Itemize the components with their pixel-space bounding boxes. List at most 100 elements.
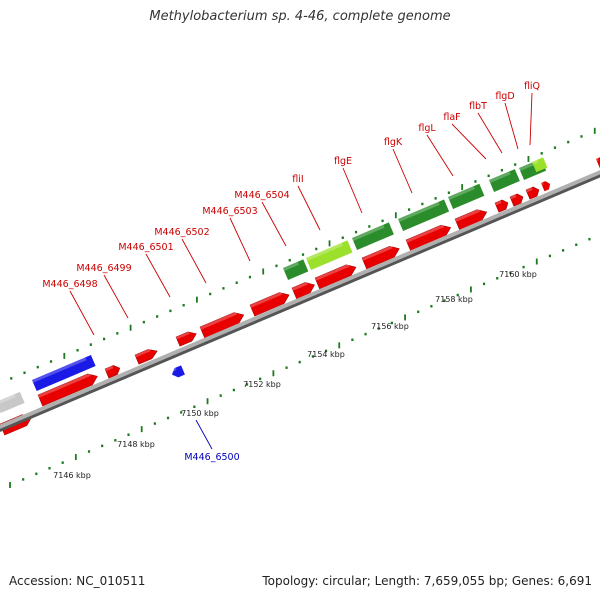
gene-label: M446_6501 [118,242,173,253]
leader-line [261,201,287,247]
gene-bevel [32,357,87,383]
gene [525,186,540,200]
gene [509,193,524,207]
gene-box [283,259,309,280]
genome-summary-text: Topology: circular; Length: 7,659,055 bp… [262,574,592,588]
gene [352,222,394,250]
gene-bevel [250,291,283,308]
gene-bevel [200,311,238,330]
gene-bevel [541,182,544,186]
gene-bevel [510,194,517,200]
gene [361,245,400,270]
gene-bevel [519,160,537,171]
leader-line [477,112,503,154]
leader-line [426,134,454,177]
gene-label: M446_6503 [202,206,257,217]
gene [104,365,121,379]
gene-bevel [105,365,114,372]
gene-arrow [37,373,98,407]
gene-arrow [361,246,400,270]
gene-labels: M446_6498 M446_6499 M446_6501 M446_6502 M446… [42,81,540,463]
gene [596,157,600,169]
gene-bevel [406,224,444,243]
gene [454,208,488,231]
gene-arrow [314,264,357,290]
gene-label: M446_6502 [154,227,209,238]
scale-label: 7146 kbp [53,471,91,480]
gene-bevel [489,171,511,183]
gene-box [532,157,548,173]
gene-arrow [454,209,488,231]
gene [175,331,197,347]
gene-label: flaF [443,112,460,123]
outer-scale-ticks [10,127,596,380]
gene-label: flbT [469,101,487,112]
gene-arrow [596,157,600,169]
gene-bevel [398,201,440,222]
scale-label: 7160 kbp [499,270,537,279]
gene-arrow [134,349,158,365]
gene-box [0,391,25,414]
leader-line [181,238,207,284]
gene [398,199,450,231]
gene-bevel [532,159,539,165]
accession-text: Accession: NC_010511 [9,574,146,588]
gene [405,224,452,252]
gene-box [306,240,353,270]
scale-label: 7158 kbp [435,295,473,304]
leader-line [229,217,251,262]
gene-bevel [0,394,16,405]
gene-bevel [176,331,190,340]
leader-line [103,274,129,319]
gene-arrow [171,365,185,378]
gene-label: M446_6504 [234,190,289,201]
gene [170,365,185,378]
scale-label: 7156 kbp [371,322,409,331]
gene [291,281,315,300]
gene-arrow [199,312,245,339]
gene-label: flgK [384,137,403,148]
scale-labels: 7146 kbp 7148 kbp 7150 kbp 7152 kbp 7154 kbp… [53,270,537,480]
gene [494,199,509,213]
gene-bevel [170,367,177,373]
gene-arrow [525,186,540,200]
gene-box [32,355,96,392]
gene-arrow [494,199,509,213]
leader-line [297,185,321,231]
gene-label: fliQ [524,81,540,92]
leader-line [529,92,533,146]
gene-box [489,169,520,192]
gene [37,373,98,407]
gene-arrow [405,224,452,252]
leader-line [392,148,413,194]
scale-label: 7148 kbp [117,440,155,449]
gene [541,181,551,192]
gene-label: M446_6499 [76,263,131,274]
backbone-line [0,170,600,429]
gene [134,348,158,365]
leader-line [504,102,519,150]
gene-label: flgE [334,156,352,167]
leader-line [69,290,95,336]
gene-bevel [362,245,393,261]
gene-bevel [352,224,385,241]
gene-bevel [283,261,299,271]
gene [32,355,96,392]
leader-line [195,419,213,450]
map-title: Methylobacterium sp. 4-46, complete geno… [149,9,451,24]
gene [0,391,25,414]
gene-arrow [104,365,121,379]
gene-arrow [175,331,197,347]
gene-label: flgD [495,91,514,102]
gene-bevel [596,158,599,162]
gene-bevel [292,281,308,291]
gene [532,157,548,173]
gene-arrow [291,282,315,300]
gene-box [352,222,394,250]
gene-bevel [135,348,151,358]
genome-backbone [0,170,600,433]
scale-label: 7154 kbp [307,350,345,359]
gene-bevel [526,187,533,193]
gene-label: M446_6498 [42,279,97,290]
